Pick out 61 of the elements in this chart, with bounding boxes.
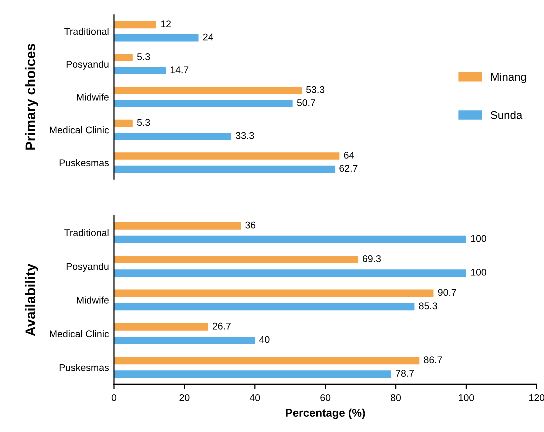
x-tick-label: 0 (112, 394, 117, 402)
bar (114, 54, 133, 62)
bar (114, 166, 336, 174)
x-tick-label: 80 (391, 394, 402, 402)
bar (114, 236, 466, 244)
bar (114, 152, 340, 160)
y-tick-label: Midwife (77, 94, 109, 101)
y-axis-title: Primary choices (25, 44, 38, 150)
data-label: 5.3 (137, 119, 150, 126)
data-label: 100 (471, 235, 486, 242)
bar (114, 120, 133, 128)
x-tick-label: 40 (250, 394, 260, 402)
y-tick-label: Posyandu (66, 60, 109, 70)
y-tick-label: Medical Clinic (50, 126, 110, 134)
data-label: 90.7 (438, 289, 456, 296)
bar (114, 370, 392, 378)
y-tick-label: Medical Clinic (50, 330, 110, 338)
data-label: 14.7 (170, 66, 189, 74)
x-tick-label: 100 (459, 394, 474, 402)
bar (114, 222, 242, 230)
bar (114, 270, 466, 277)
bar (114, 256, 358, 264)
bar (114, 132, 232, 140)
y-tick-label: Midwife (77, 296, 109, 304)
legend-label: Sunda (490, 111, 523, 120)
bar (114, 357, 420, 365)
data-label: 69.3 (363, 256, 382, 262)
data-label: 86.7 (424, 356, 442, 364)
bar (114, 67, 166, 75)
x-axis-title: Percentage (%) (286, 408, 366, 420)
data-label: 85.3 (419, 302, 438, 310)
y-axis-title: Availability (25, 264, 38, 336)
bar (114, 87, 302, 94)
data-label: 33.3 (236, 132, 254, 140)
y-tick-label: Traditional (64, 28, 109, 36)
data-label: 24 (203, 34, 214, 41)
bar (114, 336, 256, 344)
y-tick-label: Traditional (64, 229, 109, 236)
bar (114, 290, 434, 298)
data-label: 40 (260, 336, 270, 344)
y-tick-label: Posyandu (66, 263, 109, 272)
data-label: 5.3 (137, 54, 150, 60)
data-label: 62.7 (340, 165, 358, 172)
data-label: 50.7 (297, 99, 316, 106)
bar (114, 34, 199, 42)
data-label: 78.7 (396, 370, 414, 377)
x-tick-label: 60 (320, 394, 331, 402)
bar (114, 323, 208, 331)
data-label: 53.3 (306, 86, 325, 94)
data-label: 100 (471, 269, 486, 276)
data-label: 64 (344, 152, 354, 159)
bar (114, 100, 293, 108)
data-label: 12 (161, 20, 171, 28)
data-label: 26.7 (212, 322, 231, 330)
bar (114, 21, 157, 29)
bar (114, 303, 415, 311)
y-tick-label: Puskesmas (60, 159, 110, 166)
y-tick-label: Puskesmas (60, 364, 110, 372)
data-label: 36 (246, 222, 256, 229)
x-tick-label: 20 (180, 394, 190, 402)
legend-label: Minang (491, 72, 526, 84)
